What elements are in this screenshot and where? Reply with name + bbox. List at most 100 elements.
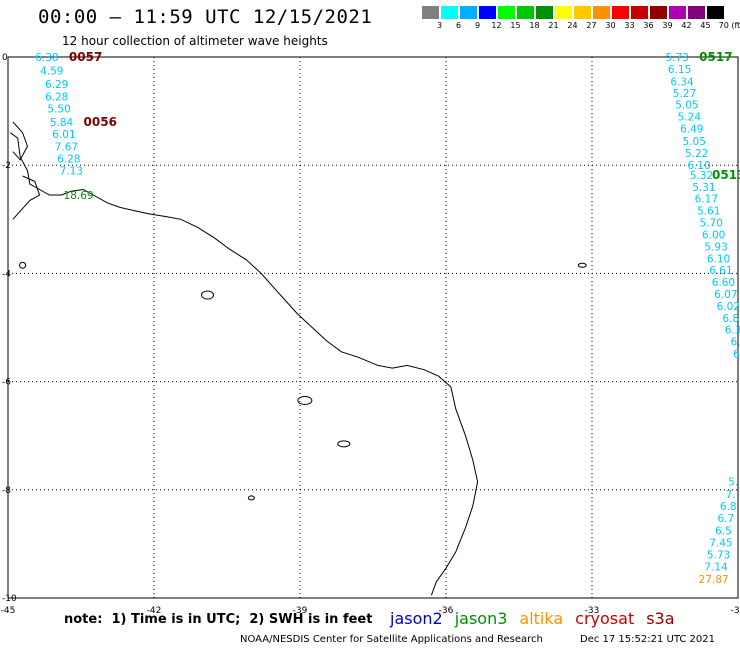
scale-label: 36 <box>643 21 654 30</box>
scale-swatch <box>460 6 477 19</box>
wave-height-value: 6.29 <box>45 79 68 91</box>
scale-swatch <box>555 6 572 19</box>
scale-swatch <box>707 6 724 19</box>
wave-height-value: 6.5 <box>715 525 732 537</box>
wave-height-value: 6.10 <box>707 253 730 265</box>
scale-label: 45 <box>700 21 711 30</box>
small-island <box>577 262 587 268</box>
scale-label: 12 <box>491 21 502 30</box>
wave-height-value: 6. <box>731 337 740 349</box>
wave-height-value: 6.8 <box>720 501 737 513</box>
wave-height-value: 5.93 <box>704 241 727 253</box>
scale-label: 70 (ft) <box>718 21 740 30</box>
scale-swatch <box>650 6 667 19</box>
scale-swatch <box>422 6 439 19</box>
satellite-legend-entry: jason3 <box>454 609 508 628</box>
wave-height-value: 18.69 <box>64 190 94 202</box>
scale-label: 24 <box>567 21 578 30</box>
footnote: note: 1) Time is in UTC; 2) SWH is in fe… <box>64 612 373 627</box>
y-tick-label: -2 <box>2 161 11 171</box>
wave-height-value: 7. <box>726 489 736 501</box>
satellite-legend: jason2 jason3 altika cryosat s3a <box>390 609 687 628</box>
wave-height-value: 6.49 <box>680 123 703 135</box>
small-island <box>247 495 255 501</box>
wave-height-value: 5.27 <box>673 88 696 100</box>
coastline-island <box>12 121 29 161</box>
scale-label: 39 <box>662 21 673 30</box>
scale-label: 6 <box>455 21 462 30</box>
satellite-legend-entry: s3a <box>646 609 675 628</box>
scale-label: 27 <box>586 21 597 30</box>
wave-height-value: 5.84 <box>50 117 74 129</box>
wave-height-value: 5.73 <box>707 550 730 562</box>
wave-height-value: 27.87 <box>699 574 729 586</box>
scale-label: 30 <box>605 21 616 30</box>
small-island <box>297 396 313 406</box>
wave-height-value: 5. <box>728 477 738 489</box>
satellite-legend-entry: cryosat <box>575 609 635 628</box>
x-tick-label: -39 <box>293 606 308 616</box>
scale-swatch <box>498 6 515 19</box>
wave-height-value: 6.10 <box>687 160 710 172</box>
wave-height-value: 6.34 <box>670 76 694 88</box>
y-tick-label: -6 <box>2 378 11 388</box>
scale-label: 3 <box>436 21 443 30</box>
wave-height-value: 6.07 <box>714 289 737 301</box>
wave-height-value: 6.38 <box>35 52 58 64</box>
scale-label: 21 <box>548 21 559 30</box>
wave-height-value: 6.8 <box>722 313 739 325</box>
wave-height-value: 5.31 <box>692 182 715 194</box>
scale-swatch <box>631 6 648 19</box>
scale-label: 9 <box>474 21 481 30</box>
pass-time-label: 0056 <box>84 115 117 129</box>
y-tick-label: -4 <box>2 269 11 279</box>
scale-swatch <box>574 6 591 19</box>
wave-height-value: 5.70 <box>700 218 723 230</box>
page-subtitle: 12 hour collection of altimeter wave hei… <box>62 34 328 48</box>
source-credit: NOAA/NESDIS Center for Satellite Applica… <box>240 634 543 645</box>
wave-height-value: 5.05 <box>675 100 698 112</box>
coastline <box>10 132 479 596</box>
wave-height-value: 6.7 <box>717 513 734 525</box>
scale-swatch <box>688 6 705 19</box>
pass-time-label: 0057 <box>69 50 102 64</box>
small-island <box>19 261 27 269</box>
satellite-legend-entry: altika <box>519 609 564 628</box>
wave-height-value: 6.00 <box>702 229 725 241</box>
wave-height-value: 5.50 <box>47 103 70 115</box>
small-island <box>201 290 215 300</box>
x-tick-label: -36 <box>439 606 454 616</box>
wave-height-value: 6.60 <box>712 277 735 289</box>
wave-height-value: 7.67 <box>55 141 78 153</box>
scale-swatch <box>517 6 534 19</box>
wave-height-value: 5.24 <box>678 112 702 124</box>
small-island <box>337 440 351 448</box>
scale-label: 42 <box>681 21 692 30</box>
scale-label: 18 <box>529 21 540 30</box>
coastline-bay <box>12 175 41 220</box>
wave-height-value: 5.61 <box>697 206 720 218</box>
x-tick-label: -33 <box>585 606 600 616</box>
scale-swatch <box>536 6 553 19</box>
wave-height-value: 6.01 <box>52 129 75 141</box>
wave-height-value: 7.13 <box>60 166 83 178</box>
wave-height-value: 4.59 <box>40 66 63 78</box>
scale-swatch <box>612 6 629 19</box>
pass-time-label: 0517 <box>699 50 732 64</box>
scale-label: 33 <box>624 21 635 30</box>
wave-height-value: 5.73 <box>665 52 688 64</box>
wave-height-value: 6.28 <box>57 154 80 166</box>
scale-swatch <box>593 6 610 19</box>
map-frame <box>7 56 739 599</box>
wave-height-value: 6.28 <box>45 91 68 103</box>
wave-height-value: 7.45 <box>709 537 732 549</box>
page-title: 00:00 – 11:59 UTC 12/15/2021 <box>38 6 373 28</box>
generation-date: Dec 17 15:52:21 UTC 2021 <box>580 634 715 645</box>
x-tick-label: -42 <box>147 606 162 616</box>
wave-height-value: 6.61 <box>709 265 732 277</box>
scale-swatch <box>441 6 458 19</box>
wave-height-value: 6. <box>733 348 740 360</box>
wave-height-value: 6.17 <box>695 194 718 206</box>
x-tick-label: -45 <box>1 606 16 616</box>
